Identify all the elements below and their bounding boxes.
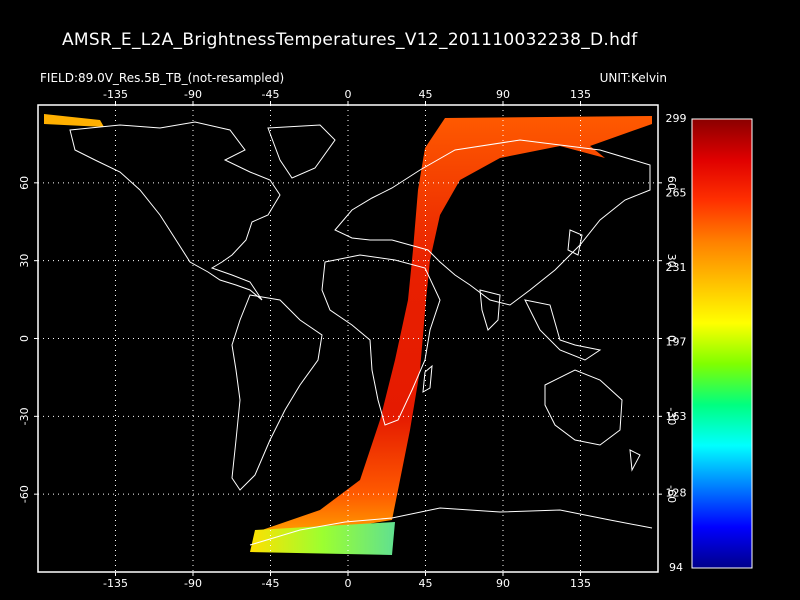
lat-label-left: -60 [18,485,31,503]
lon-label-bottom: -90 [184,577,202,590]
lon-label-bottom: 45 [419,577,433,590]
lat-label-right: -60 [665,485,678,503]
colorbar-label: 197 [666,335,687,348]
lat-label-left: -30 [18,407,31,425]
lon-label-bottom: 135 [570,577,591,590]
lat-label-left: 30 [18,254,31,268]
lon-label-top: 90 [496,88,510,101]
lon-label-bottom: 0 [345,577,352,590]
coastlines [69,121,653,546]
lon-label-bottom: -135 [103,577,128,590]
field-label: FIELD:89.0V_Res.5B_TB_(not-resampled) [40,71,285,85]
lon-label-top: -90 [184,88,202,101]
colorbar-label: 94 [669,561,683,574]
lat-label-right: -30 [665,407,678,425]
colorbar-label: 299 [666,112,687,125]
plot-title: AMSR_E_L2A_BrightnessTemperatures_V12_20… [62,30,638,50]
colorbar-labels: 299 265 231 197 163 128 94 [666,112,687,574]
tick-labels: -135 -135 -90 -90 -45 -45 0 0 45 45 90 90 135 135 -60 -… [18,88,678,590]
lon-label-bottom: -45 [262,577,280,590]
lat-label-right: 60 [665,176,678,190]
lon-label-top: -45 [262,88,280,101]
lon-label-bottom: 90 [496,577,510,590]
lon-label-top: 135 [570,88,591,101]
lat-label-left: 0 [18,335,31,342]
lon-label-top: 45 [419,88,433,101]
colorbar-label: 265 [666,186,687,199]
unit-label: UNIT:Kelvin [599,71,667,85]
lon-label-top: 0 [345,88,352,101]
colorbar-label: 128 [666,487,687,500]
colorbar-label: 163 [666,410,687,423]
brightness-swath [44,114,652,555]
lat-label-right: 30 [665,254,678,268]
graticule [34,101,662,576]
lat-label-right: 0 [665,335,678,342]
colorbar-label: 231 [666,261,687,274]
colorbar [691,118,753,569]
lat-label-left: 60 [18,176,31,190]
lon-label-top: -135 [103,88,128,101]
